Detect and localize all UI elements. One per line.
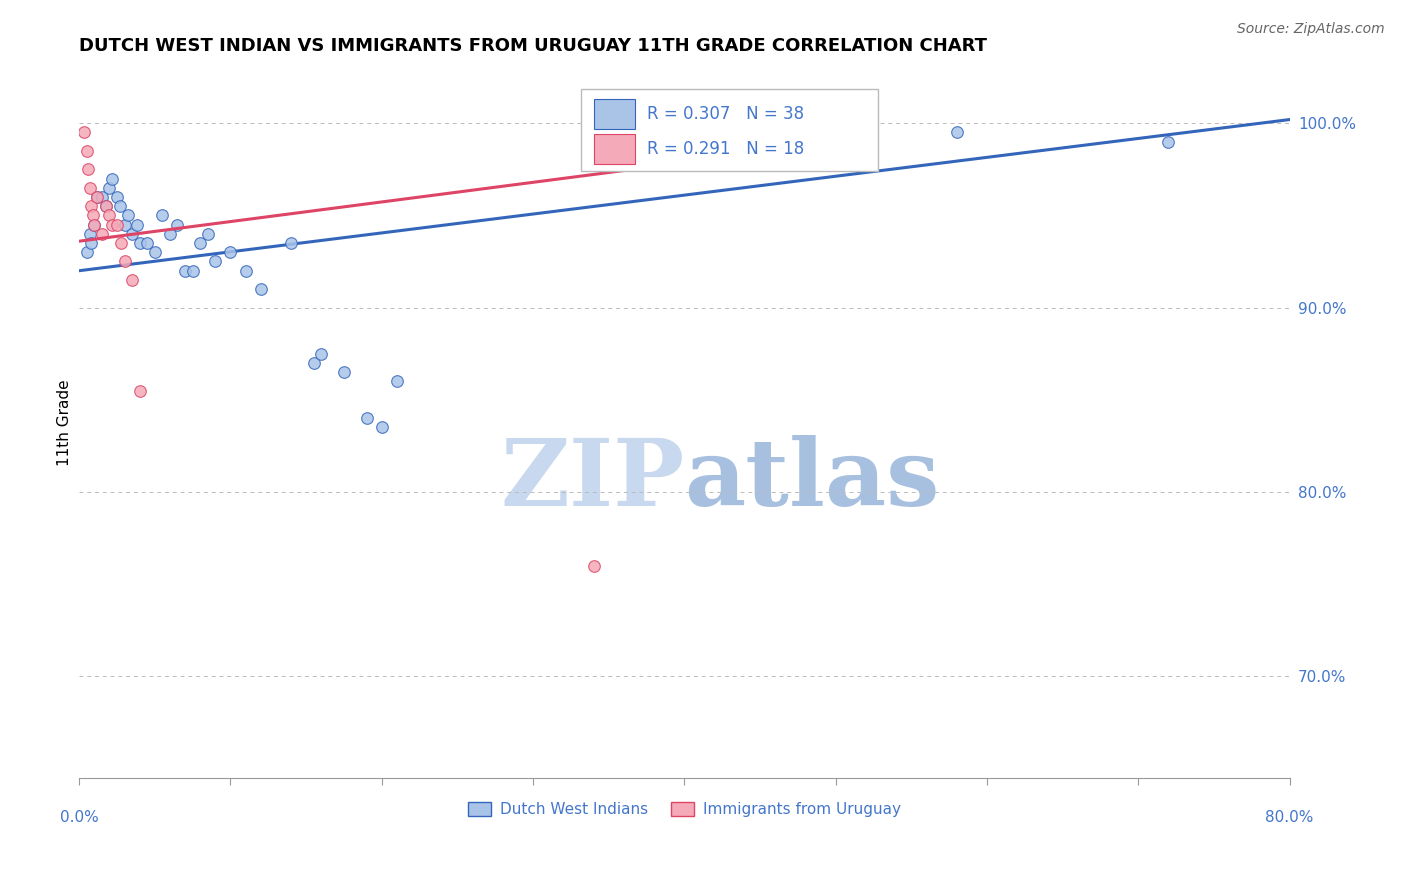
Y-axis label: 11th Grade: 11th Grade: [58, 379, 72, 467]
FancyBboxPatch shape: [593, 134, 634, 164]
Point: [945, 126, 967, 140]
FancyBboxPatch shape: [593, 99, 634, 129]
Point: [159, 227, 181, 241]
Point: [136, 235, 159, 250]
Point: [302, 356, 325, 370]
FancyBboxPatch shape: [582, 89, 877, 171]
Point: [117, 208, 139, 222]
Point: [98, 181, 121, 195]
Point: [105, 218, 128, 232]
Point: [82, 208, 104, 222]
Point: [80, 199, 103, 213]
Point: [79, 181, 101, 195]
Point: [77, 162, 100, 177]
Point: [90, 190, 112, 204]
Point: [121, 273, 143, 287]
Point: [219, 245, 242, 260]
Point: [101, 218, 124, 232]
Point: [385, 374, 408, 388]
Point: [197, 227, 219, 241]
Point: [181, 263, 204, 277]
Point: [80, 235, 103, 250]
Point: [96, 199, 118, 213]
Point: [121, 227, 143, 241]
Point: [98, 208, 121, 222]
Point: [188, 235, 211, 250]
Text: Source: ZipAtlas.com: Source: ZipAtlas.com: [1237, 22, 1385, 37]
Point: [280, 235, 302, 250]
Text: ZIP: ZIP: [501, 434, 685, 524]
Text: R = 0.307   N = 38: R = 0.307 N = 38: [647, 105, 804, 123]
Text: DUTCH WEST INDIAN VS IMMIGRANTS FROM URUGUAY 11TH GRADE CORRELATION CHART: DUTCH WEST INDIAN VS IMMIGRANTS FROM URU…: [79, 37, 987, 55]
Point: [125, 218, 148, 232]
Text: R = 0.291   N = 18: R = 0.291 N = 18: [647, 140, 804, 158]
Text: atlas: atlas: [685, 434, 939, 524]
Text: 80.0%: 80.0%: [1265, 810, 1313, 824]
Point: [79, 227, 101, 241]
Point: [174, 263, 197, 277]
Point: [96, 199, 118, 213]
Point: [76, 245, 98, 260]
Point: [128, 235, 150, 250]
Point: [356, 411, 378, 425]
Point: [235, 263, 257, 277]
Point: [143, 245, 166, 260]
Point: [333, 365, 356, 379]
Point: [114, 254, 136, 268]
Point: [204, 254, 226, 268]
Point: [166, 218, 188, 232]
Point: [83, 218, 105, 232]
Point: [76, 144, 98, 158]
Point: [86, 190, 108, 204]
Point: [582, 558, 605, 573]
Point: [73, 126, 96, 140]
Point: [105, 190, 128, 204]
Point: [83, 218, 105, 232]
Point: [114, 218, 136, 232]
Point: [86, 190, 108, 204]
Point: [128, 384, 150, 398]
Point: [150, 208, 173, 222]
Point: [101, 171, 124, 186]
Point: [1157, 135, 1180, 149]
Legend: Dutch West Indians, Immigrants from Uruguay: Dutch West Indians, Immigrants from Urug…: [461, 796, 907, 823]
Point: [108, 199, 131, 213]
Point: [249, 282, 271, 296]
Text: 0.0%: 0.0%: [59, 810, 98, 824]
Point: [110, 235, 132, 250]
Point: [90, 227, 112, 241]
Point: [370, 420, 392, 434]
Point: [309, 346, 332, 360]
